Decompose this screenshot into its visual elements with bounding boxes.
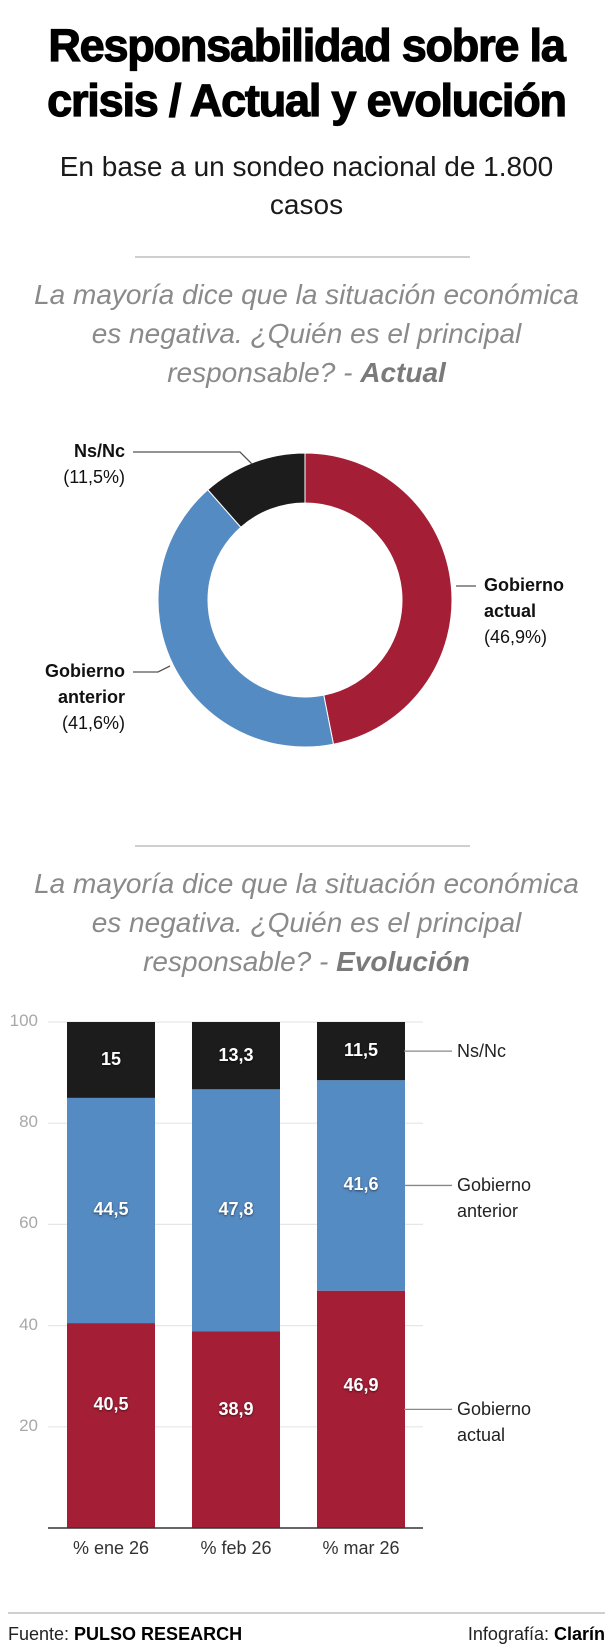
bar-value-label: 40,5 <box>93 1394 129 1415</box>
legend-gobierno-anterior: Gobierno anterior <box>457 1172 531 1224</box>
credit-label: Infografía: <box>467 1624 554 1644</box>
divider <box>135 256 470 258</box>
bar-value-label: 13,3 <box>218 1044 254 1065</box>
question-line: La mayoría dice que la situación económi… <box>34 279 579 310</box>
footer-source: Fuente: PULSO RESEARCH <box>8 1624 242 1645</box>
legend-label: Ns/Nc <box>457 1041 506 1062</box>
legend-label: anterior <box>457 1201 519 1222</box>
x-tick-label: % ene 26 <box>72 1538 150 1558</box>
leader-line-gobierno-anterior <box>133 665 171 673</box>
slice-name: anterior <box>57 687 125 707</box>
legend-label: Gobierno <box>457 1175 532 1196</box>
question-line: es negativa. ¿Quién es el principal <box>91 907 522 938</box>
slice-name: actual <box>484 601 537 621</box>
title-line-2: crisis / Actual y evolución <box>47 74 568 126</box>
legend-lines <box>404 1050 452 1410</box>
slice-name: Ns/Nc <box>73 441 125 461</box>
donut-label-gobierno-actual: Gobierno actual (46,9%) <box>484 572 604 650</box>
bar-segment-gobierno-actual <box>317 1290 405 1528</box>
source-name: PULSO RESEARCH <box>74 1624 243 1644</box>
question-text: responsable? - <box>143 946 337 977</box>
footer-credit: Infografía: Clarín <box>468 1624 605 1645</box>
slice-value: (11,5%) <box>63 467 125 487</box>
slice-value: (46,9%) <box>484 627 548 647</box>
divider <box>135 845 470 847</box>
bar-segment-gobierno-actual <box>67 1323 155 1528</box>
bar-segment-ns-nc <box>67 1022 155 1098</box>
legend-label: Gobierno <box>457 1399 532 1420</box>
donut-slice-ns-nc <box>207 452 306 528</box>
bar-segment-gobierno-anterior <box>317 1080 405 1291</box>
bar-segment-ns-nc <box>317 1022 405 1081</box>
bar-value-label: 38,9 <box>218 1398 254 1419</box>
page-title: Responsabilidad sobre la crisis / Actual… <box>0 18 613 128</box>
y-tick-label: 20 <box>19 1415 38 1435</box>
y-tick-label: 40 <box>19 1314 38 1334</box>
question-line: es negativa. ¿Quién es el principal <box>91 318 522 349</box>
donut-slices <box>157 452 453 748</box>
slice-name: Gobierno <box>45 661 125 681</box>
donut-slice-gobierno-actual <box>304 452 453 745</box>
slice-name: Gobierno <box>484 575 564 595</box>
question-emphasis: Evolución <box>336 946 470 977</box>
title-line-1: Responsabilidad sobre la <box>48 19 567 71</box>
bar-segment-ns-nc <box>192 1022 280 1090</box>
y-tick-label: 80 <box>19 1112 38 1132</box>
slice-value: (41,6%) <box>61 713 125 733</box>
bars <box>67 1022 405 1528</box>
donut-label-gobierno-anterior: Gobierno anterior (41,6%) <box>10 658 125 736</box>
question-line: responsable? - Evolución <box>0 942 613 981</box>
source-label: Fuente: <box>8 1624 75 1644</box>
donut-chart <box>133 451 476 748</box>
subtitle-line-2: casos <box>269 189 344 220</box>
question-emphasis: Actual <box>360 357 446 388</box>
bar-value-label: 41,6 <box>343 1174 379 1195</box>
bar-segment-gobierno-actual <box>192 1331 280 1528</box>
question-actual: La mayoría dice que la situación económi… <box>0 275 613 392</box>
y-tick-label: 100 <box>9 1011 38 1030</box>
bar-value-label: 44,5 <box>93 1199 129 1220</box>
bar-segment-gobierno-anterior <box>192 1089 280 1332</box>
leader-line-ns-nc <box>133 451 253 465</box>
question-line: responsable? - Actual <box>0 353 613 392</box>
legend-label: actual <box>457 1425 506 1446</box>
y-tick-label: 60 <box>19 1213 38 1233</box>
question-line: La mayoría dice que la situación económi… <box>34 868 579 899</box>
donut-label-ns-nc: Ns/Nc (11,5%) <box>20 438 125 490</box>
subtitle-line-1: En base a un sondeo nacional de 1.800 <box>59 151 554 182</box>
credit-name: Clarín <box>553 1624 605 1644</box>
question-evolucion: La mayoría dice que la situación económi… <box>0 864 613 981</box>
x-tick-label: % mar 26 <box>322 1538 400 1558</box>
bar-value-label: 15 <box>100 1048 122 1069</box>
footer-divider <box>8 1612 605 1614</box>
donut-slice-gobierno-anterior <box>157 489 335 748</box>
bar-value-label: 11,5 <box>343 1040 379 1061</box>
x-tick-label: % feb 26 <box>200 1538 272 1558</box>
bar-value-label: 47,8 <box>218 1199 254 1220</box>
legend-ns-nc: Ns/Nc <box>457 1038 506 1064</box>
bar-segment-gobierno-anterior <box>67 1097 155 1324</box>
legend-gobierno-actual: Gobierno actual <box>457 1396 531 1448</box>
bar-value-label: 46,9 <box>343 1374 379 1395</box>
question-text: responsable? - <box>167 357 361 388</box>
subtitle: En base a un sondeo nacional de 1.800 ca… <box>20 148 593 224</box>
